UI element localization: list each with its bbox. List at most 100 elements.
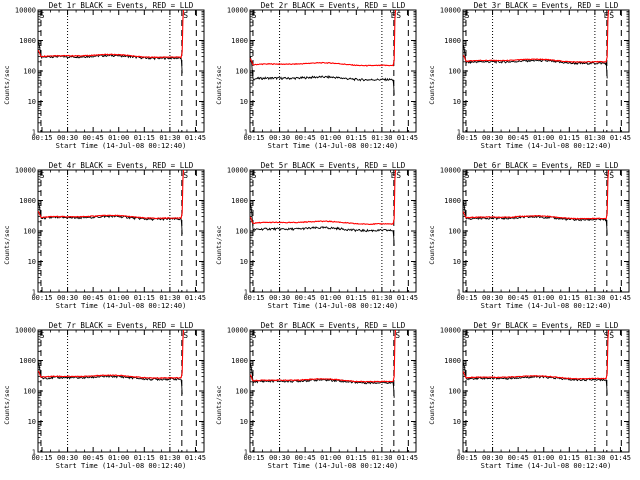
x-tick-label: 00:30	[482, 454, 503, 462]
x-axis-label: Start Time (14-Jul-08 00:12:40)	[268, 302, 399, 310]
chart-panel-8: Det 8r BLACK = Events, RED = LLD 1 10 100 10…	[215, 321, 418, 470]
chart-title: Det 7r BLACK = Events, RED = LLD	[49, 321, 194, 330]
end-marker-s-label: S	[396, 11, 401, 20]
x-tick-label: 01:00	[320, 294, 341, 302]
x-tick-label: 00:30	[482, 294, 503, 302]
y-tick-label: 1	[457, 449, 461, 457]
chart-panel-1: Det 1r BLACK = Events, RED = LLD 1 10 100 10…	[3, 1, 206, 150]
chart-title: Det 1r BLACK = Events, RED = LLD	[49, 1, 194, 10]
x-axis-label: Start Time (14-Jul-08 00:12:40)	[481, 302, 612, 310]
y-tick-label: 1000	[19, 197, 36, 205]
x-tick-label: 00:15	[456, 294, 477, 302]
x-tick-label: 01:45	[610, 134, 631, 142]
y-tick-label: 10	[28, 418, 36, 426]
y-tick-label: 10	[240, 418, 248, 426]
x-tick-label: 01:15	[559, 294, 580, 302]
x-axis-label: Start Time (14-Jul-08 00:12:40)	[56, 142, 187, 150]
start-marker-label: S	[40, 171, 45, 180]
x-tick-label: 00:45	[295, 134, 316, 142]
x-tick-label: 00:30	[57, 294, 78, 302]
y-tick-label: 1000	[444, 37, 461, 45]
x-tick-label: 01:15	[346, 134, 367, 142]
x-tick-label: 01:15	[134, 134, 155, 142]
x-tick-label: 00:45	[295, 294, 316, 302]
y-tick-label: 1	[244, 449, 248, 457]
x-tick-label: 01:00	[108, 454, 129, 462]
end-marker-e-label: E	[391, 171, 396, 180]
x-tick-label: 00:45	[83, 294, 104, 302]
y-tick-label: 1000	[444, 357, 461, 365]
y-tick-label: 10000	[440, 327, 461, 335]
y-tick-label: 1000	[231, 357, 248, 365]
end-marker-s2-label: S	[609, 331, 614, 340]
x-axis-label: Start Time (14-Jul-08 00:12:40)	[481, 142, 612, 150]
chart-panel-9: Det 9r BLACK = Events, RED = LLD 1 10 100 10…	[428, 321, 631, 470]
y-tick-label: 1000	[19, 37, 36, 45]
y-axis-label: Counts/sec	[428, 385, 436, 424]
x-tick-label: 00:30	[57, 134, 78, 142]
y-axis-label: Counts/sec	[428, 225, 436, 264]
y-tick-label: 1	[32, 449, 36, 457]
y-tick-label: 10	[240, 258, 248, 266]
plot-frame	[462, 329, 630, 453]
y-tick-label: 1	[244, 289, 248, 297]
end-marker-s1-label: S	[604, 331, 609, 340]
plot-frame	[462, 9, 630, 133]
plot-frame	[249, 329, 417, 453]
x-tick-label: 01:00	[533, 134, 554, 142]
plot-frame	[462, 169, 630, 293]
x-tick-label: 00:15	[456, 454, 477, 462]
x-tick-label: 00:45	[83, 454, 104, 462]
x-tick-label: 00:15	[456, 134, 477, 142]
x-tick-label: 01:15	[134, 294, 155, 302]
x-tick-label: 00:45	[83, 134, 104, 142]
x-tick-label: 00:30	[269, 454, 290, 462]
x-tick-label: 01:15	[134, 454, 155, 462]
x-tick-label: 01:45	[185, 294, 206, 302]
y-tick-label: 1	[457, 289, 461, 297]
lld-series-line	[462, 9, 610, 63]
x-tick-label: 00:15	[243, 294, 264, 302]
x-tick-label: 01:00	[320, 454, 341, 462]
y-tick-label: 10	[28, 98, 36, 106]
y-tick-label: 100	[23, 228, 36, 236]
chart-title: Det 8r BLACK = Events, RED = LLD	[261, 321, 406, 330]
x-tick-label: 01:30	[159, 134, 180, 142]
x-tick-label: 00:30	[269, 134, 290, 142]
y-tick-label: 10000	[15, 167, 36, 175]
x-tick-label: 01:00	[320, 134, 341, 142]
x-tick-label: 00:30	[57, 454, 78, 462]
events-series-line	[249, 56, 395, 95]
x-tick-label: 01:45	[397, 134, 418, 142]
x-axis-label: Start Time (14-Jul-08 00:12:40)	[268, 142, 399, 150]
lld-series-line	[37, 9, 185, 59]
start-marker-label: S	[252, 171, 257, 180]
events-series-line	[249, 202, 395, 246]
start-marker-label: S	[465, 331, 470, 340]
y-tick-label: 1000	[444, 197, 461, 205]
chart-panel-6: Det 6r BLACK = Events, RED = LLD 1 10 100 10…	[428, 161, 631, 310]
events-series-line	[462, 201, 608, 235]
y-tick-label: 100	[448, 68, 461, 76]
end-marker-s2-label: S	[609, 171, 614, 180]
y-tick-label: 100	[448, 388, 461, 396]
start-marker-label: S	[465, 11, 470, 20]
x-tick-label: 01:45	[610, 454, 631, 462]
y-tick-label: 100	[235, 388, 248, 396]
lld-series-line	[37, 329, 185, 379]
y-axis-label: Counts/sec	[215, 225, 223, 264]
x-tick-label: 01:00	[533, 454, 554, 462]
y-tick-label: 10	[453, 258, 461, 266]
x-tick-label: 01:30	[371, 134, 392, 142]
x-tick-label: 00:15	[31, 294, 52, 302]
start-marker-label: S	[40, 331, 45, 340]
x-tick-label: 01:30	[371, 454, 392, 462]
end-marker-e-label: E	[391, 11, 396, 20]
y-tick-label: 10000	[15, 327, 36, 335]
x-tick-label: 01:00	[108, 134, 129, 142]
x-tick-label: 00:45	[508, 134, 529, 142]
lld-series-line	[462, 329, 610, 380]
lld-series-line	[37, 169, 185, 220]
x-tick-label: 01:30	[584, 134, 605, 142]
chart-panel-5: Det 5r BLACK = Events, RED = LLD 1 10 100 10…	[215, 161, 418, 310]
